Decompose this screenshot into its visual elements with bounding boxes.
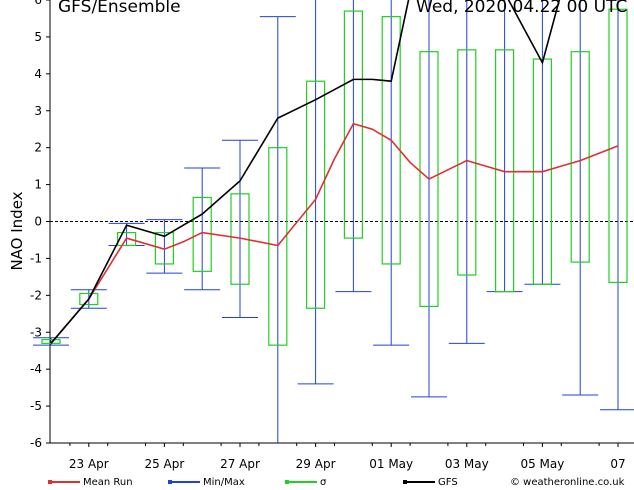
sigma-box <box>608 8 628 284</box>
gfs-line <box>50 0 561 344</box>
x-tick-label: 25 Apr <box>144 457 184 471</box>
y-tick-label: -5 <box>30 399 42 413</box>
chart-title-left: GFS/Ensemble <box>58 0 181 17</box>
sigma-box <box>495 49 515 293</box>
credit-text: © weatheronline.co.uk <box>510 477 625 488</box>
legend-swatch-sigma <box>285 480 317 484</box>
y-axis-title: NAO Index <box>8 191 26 271</box>
chart-title-right: Wed, 2020.04.22 00 UTC <box>416 0 628 17</box>
x-tick-label: 05 May <box>520 457 564 471</box>
y-tick-label: -6 <box>30 436 42 450</box>
legend-swatch-mean <box>48 480 80 484</box>
legend-label-gfs: GFS <box>438 477 458 488</box>
sigma-box <box>79 292 99 306</box>
legend-swatch-gfs <box>403 480 435 484</box>
x-tick-label: 23 Apr <box>69 457 109 471</box>
x-tick-label: 03 May <box>445 457 489 471</box>
sigma-box <box>419 51 439 308</box>
x-tick-label: 07 <box>610 457 625 471</box>
y-tick-label: -2 <box>30 288 42 302</box>
sigma-box <box>343 10 363 239</box>
sigma-box <box>268 147 288 346</box>
y-tick-label: 1 <box>34 178 42 192</box>
sigma-box <box>306 80 326 309</box>
legend-label-mean: Mean Run <box>83 477 133 488</box>
legend-item-minmax: Min/Max <box>168 475 245 490</box>
legend: Mean Run Min/Max σ GFS © weatheronline.c… <box>0 475 634 490</box>
y-tick-label: 4 <box>34 67 42 81</box>
nao-chart: -6 -5 -4 -3 -2 -1 0 1 2 3 4 5 6 23 Apr 25 Apr 27 Apr 29 … <box>30 0 634 471</box>
x-tick-label: 29 Apr <box>296 457 336 471</box>
y-tick-label: 6 <box>34 0 42 7</box>
x-tick-label: 27 Apr <box>220 457 260 471</box>
sigma-box <box>116 231 137 247</box>
y-tick-label: 3 <box>34 104 42 118</box>
y-tick-label: 0 <box>34 215 42 229</box>
sigma-box <box>230 193 250 285</box>
legend-label-minmax: Min/Max <box>203 477 245 488</box>
legend-item-mean: Mean Run <box>48 475 133 490</box>
y-tick-label: 2 <box>34 141 42 155</box>
y-tick-label: -3 <box>30 325 42 339</box>
chart-marks <box>33 0 634 443</box>
legend-item-gfs: GFS <box>403 475 458 490</box>
y-tick-label: -1 <box>30 251 42 265</box>
legend-label-sigma: σ <box>320 477 327 488</box>
x-tick-label: 01 May <box>369 457 413 471</box>
legend-item-sigma: σ <box>285 475 326 490</box>
chart-axes: -6 -5 -4 -3 -2 -1 0 1 2 3 4 5 6 23 Apr 25 Apr 27 Apr 29 … <box>30 0 634 471</box>
sigma-box <box>154 231 174 265</box>
legend-swatch-minmax <box>168 480 200 484</box>
y-tick-label: -4 <box>30 362 42 376</box>
mean-line <box>50 122 619 344</box>
y-tick-label: 5 <box>34 30 42 44</box>
sigma-box <box>381 16 401 265</box>
